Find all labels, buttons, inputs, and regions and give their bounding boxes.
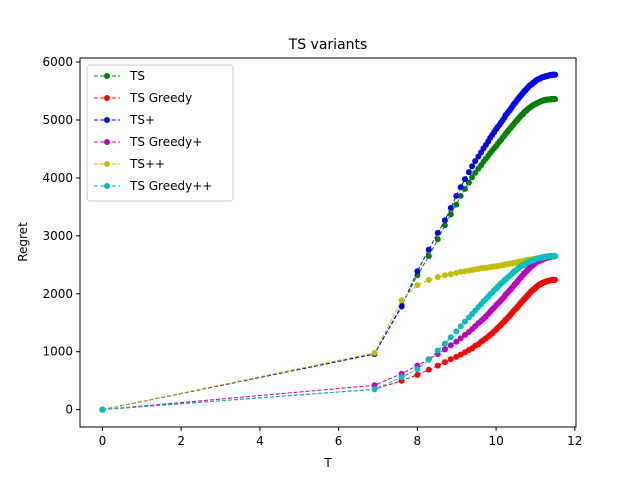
data-point bbox=[465, 179, 472, 186]
data-point bbox=[441, 346, 448, 353]
data-point bbox=[441, 272, 448, 279]
data-point bbox=[398, 303, 405, 310]
x-tick-label: 0 bbox=[99, 434, 107, 448]
data-point bbox=[457, 323, 464, 330]
data-point bbox=[552, 276, 559, 283]
data-point bbox=[457, 184, 464, 191]
chart-title: TS variants bbox=[288, 37, 368, 53]
legend-item: TS bbox=[94, 69, 145, 83]
y-tick-label: 2000 bbox=[42, 287, 73, 301]
data-point bbox=[434, 236, 441, 243]
data-point bbox=[453, 328, 460, 335]
y-tick-label: 6000 bbox=[42, 55, 73, 69]
data-point bbox=[371, 386, 378, 393]
x-tick-label: 2 bbox=[177, 434, 185, 448]
x-axis-label: T bbox=[323, 456, 332, 470]
data-point bbox=[457, 192, 464, 199]
legend-marker bbox=[104, 183, 110, 189]
data-point bbox=[447, 356, 454, 363]
plot-area bbox=[99, 71, 559, 413]
data-point bbox=[371, 349, 378, 356]
y-tick-label: 0 bbox=[65, 403, 73, 417]
legend-item: TS++ bbox=[94, 157, 165, 171]
data-point bbox=[552, 96, 559, 103]
data-point bbox=[447, 342, 454, 349]
data-point bbox=[414, 366, 421, 373]
data-point bbox=[441, 217, 448, 224]
legend-marker bbox=[104, 73, 110, 79]
data-point bbox=[425, 253, 432, 260]
x-tick-label: 4 bbox=[256, 434, 264, 448]
data-point bbox=[414, 282, 421, 289]
data-point bbox=[99, 406, 106, 413]
x-tick-label: 10 bbox=[488, 434, 503, 448]
data-point bbox=[425, 366, 432, 373]
x-tick-label: 6 bbox=[335, 434, 343, 448]
legend-label: TS Greedy+ bbox=[129, 135, 202, 149]
data-point bbox=[441, 359, 448, 366]
legend-item: TS+ bbox=[94, 113, 155, 127]
series-1 bbox=[99, 276, 559, 413]
data-point bbox=[434, 362, 441, 369]
data-point bbox=[552, 253, 559, 260]
data-point bbox=[441, 340, 448, 347]
x-tick-label: 8 bbox=[414, 434, 422, 448]
legend-label: TS bbox=[129, 69, 145, 83]
data-point bbox=[472, 169, 479, 176]
legend-marker bbox=[104, 139, 110, 145]
y-tick-label: 4000 bbox=[42, 171, 73, 185]
data-point bbox=[425, 276, 432, 283]
legend-marker bbox=[104, 161, 110, 167]
legend-label: TS++ bbox=[129, 157, 165, 171]
data-point bbox=[453, 201, 460, 208]
data-point bbox=[414, 268, 421, 275]
series-0 bbox=[99, 96, 559, 413]
legend-item: TS Greedy bbox=[94, 91, 192, 105]
data-point bbox=[462, 176, 468, 183]
data-point bbox=[434, 347, 441, 354]
data-point bbox=[465, 169, 472, 176]
data-point bbox=[441, 222, 448, 229]
legend-label: TS Greedy bbox=[129, 91, 192, 105]
data-point bbox=[447, 271, 454, 278]
data-point bbox=[453, 192, 460, 199]
data-point bbox=[469, 163, 476, 170]
y-tick-label: 3000 bbox=[42, 229, 73, 243]
data-point bbox=[414, 371, 421, 378]
data-point bbox=[425, 356, 432, 363]
legend-marker bbox=[104, 117, 110, 123]
series-5 bbox=[99, 253, 559, 413]
y-axis-label: Regret bbox=[16, 222, 30, 262]
axes-frame bbox=[79, 57, 577, 428]
y-tick-label: 5000 bbox=[42, 113, 73, 127]
legend-item: TS Greedy+ bbox=[94, 135, 202, 149]
series-2 bbox=[99, 71, 559, 413]
data-point bbox=[425, 246, 432, 253]
legend-marker bbox=[104, 95, 110, 101]
data-point bbox=[398, 297, 405, 304]
data-point bbox=[447, 205, 454, 211]
legend-label: TS+ bbox=[129, 113, 155, 127]
data-point bbox=[398, 374, 405, 381]
data-point bbox=[434, 229, 441, 236]
data-point bbox=[469, 174, 476, 181]
data-point bbox=[447, 334, 454, 341]
data-point bbox=[447, 211, 454, 218]
legend-box bbox=[86, 64, 234, 202]
data-point bbox=[457, 335, 464, 342]
axes: 0 2 4 6 8 10 12 0 1000 2000 3000 4000 5000 6000 bbox=[42, 55, 582, 448]
x-tick-label: 12 bbox=[567, 434, 582, 448]
data-point bbox=[552, 71, 559, 78]
y-tick-label: 1000 bbox=[42, 345, 73, 359]
data-point bbox=[453, 338, 460, 345]
data-point bbox=[462, 318, 468, 325]
data-point bbox=[472, 158, 479, 165]
legend-item: TS Greedy++ bbox=[94, 179, 212, 193]
data-point bbox=[434, 274, 441, 280]
legend-label: TS Greedy++ bbox=[129, 179, 212, 193]
legend: TS TS Greedy TS+ TS Greedy+ TS++ TS Greedy++ bbox=[86, 64, 234, 202]
data-point bbox=[453, 353, 460, 360]
